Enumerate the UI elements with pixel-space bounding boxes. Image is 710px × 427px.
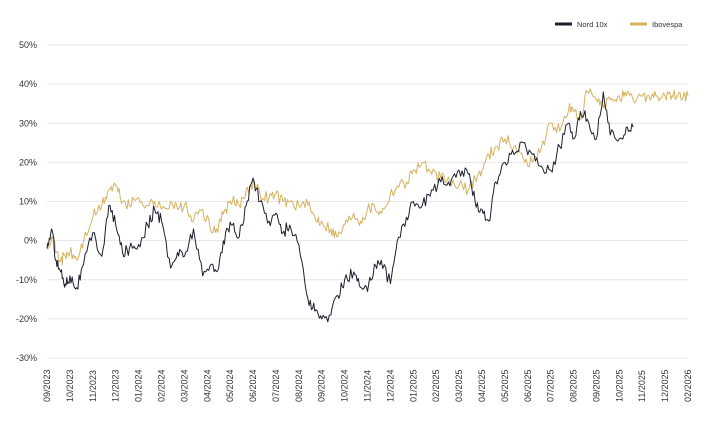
x-tick-label: 10/2025 [614,369,624,402]
x-tick-label: 08/2025 [569,369,579,402]
y-tick-label: -30% [16,353,37,363]
x-tick-label: 12/2024 [385,369,395,402]
x-tick-label: 01/2025 [408,369,418,402]
x-tick-label: 03/2024 [179,369,189,402]
x-tick-label: 11/2024 [363,370,373,402]
x-tick-label: 03/2025 [454,369,464,402]
x-tick-label: 02/2024 [156,369,166,402]
x-tick-label: 04/2024 [202,369,212,402]
y-tick-label: 20% [19,157,37,167]
series-line-ibovespa [46,88,689,266]
x-tick-label: 07/2024 [271,369,281,402]
gridlines [47,44,688,359]
x-tick-label: 05/2024 [225,369,235,402]
legend: Nord 10x Ibovespa [555,20,683,29]
x-tick-label: 04/2025 [477,369,487,402]
x-tick-label: 09/2025 [591,369,601,402]
x-tick-label: 12/2023 [111,369,121,402]
x-tick-label: 06/2025 [523,369,533,402]
y-tick-label: -10% [16,275,37,285]
y-axis-ticks: 50% 40% 30% 20% 10% 0% -10% -20% -30% [16,40,37,363]
x-axis-ticks: 09/2023 10/2023 11/2023 12/2023 01/2024 02/20… [42,369,693,402]
y-tick-label: -20% [16,314,37,324]
x-tick-label: 07/2025 [546,369,556,402]
x-tick-label: 10/2023 [65,369,75,402]
series-line-nord-10x [46,91,634,323]
x-tick-label: 01/2024 [134,369,144,402]
x-tick-label: 02/2025 [431,369,441,402]
x-tick-label: 10/2024 [340,369,350,402]
x-tick-label: 02/2026 [683,369,693,402]
legend-label-ibovespa: Ibovespa [652,20,683,29]
y-tick-label: 50% [19,40,37,50]
x-tick-label: 11/2023 [88,370,98,402]
x-tick-label: 11/2025 [637,370,647,402]
x-tick-label: 06/2024 [248,369,258,402]
x-tick-label: 09/2024 [317,369,327,402]
x-tick-label: 05/2025 [500,369,510,402]
y-tick-label: 30% [19,118,37,128]
y-tick-label: 0% [24,236,37,246]
x-tick-label: 09/2023 [42,369,52,402]
legend-label-nord: Nord 10x [577,20,608,29]
x-tick-label: 08/2024 [294,369,304,402]
y-tick-label: 10% [19,197,37,207]
x-tick-label: 12/2025 [660,369,670,402]
series-lines [46,88,689,323]
y-tick-label: 40% [19,79,37,89]
